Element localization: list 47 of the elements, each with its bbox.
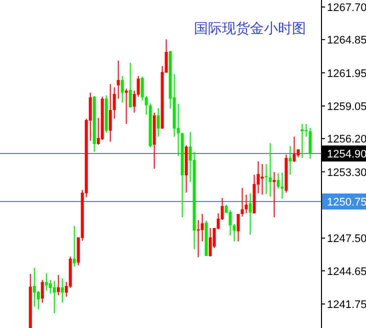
candlestick [200,214,204,242]
y-tick-label: 1259.05 [327,100,366,113]
candlestick [288,146,292,176]
candlestick [144,96,148,116]
y-tick-label: 1247.50 [327,233,366,246]
candlestick [60,278,64,304]
candlestick [36,290,40,310]
candlestick [48,279,52,294]
candlestick [276,172,280,190]
candlestick [304,123,308,138]
y-tick-label: 1253.30 [327,166,366,179]
candlestick [52,280,56,314]
y-tick-label: 1244.65 [327,266,366,278]
y-tick-label: 1261.95 [327,68,366,80]
candlestick [268,142,272,198]
candlestick [128,62,132,108]
text: 国际现货金小时图 [194,20,306,36]
y-tick-label: 1241.75 [327,298,366,311]
candlestick [120,75,124,104]
candlestick [56,274,60,296]
candlestick [228,210,232,236]
ref-line-label: 1254.90 [327,148,366,160]
candlestick [244,194,248,214]
candlestick [116,60,120,100]
candlestick [260,164,264,196]
candlestick [232,223,236,242]
candlestick [124,88,128,124]
candlestick [156,108,160,138]
candlestick [140,76,144,102]
candlestick [44,272,48,292]
candlestick [300,123,304,158]
candlestick [308,127,312,160]
candlestick [32,267,36,308]
candlestick [40,279,44,304]
candlestick [112,86,116,120]
candlestick [108,84,112,142]
y-tick-label: 1256.20 [327,134,366,146]
candlestick [280,172,284,200]
candlestick [292,136,296,162]
ref-line-label: 1250.75 [327,196,366,208]
candlestick [272,172,276,218]
candlestick [264,164,268,194]
candlestick [72,225,76,268]
candlestick [248,192,252,236]
y-tick-label: 1267.70 [327,2,366,14]
candlestick [208,227,212,258]
y-tick-label: 1264.85 [327,34,366,47]
